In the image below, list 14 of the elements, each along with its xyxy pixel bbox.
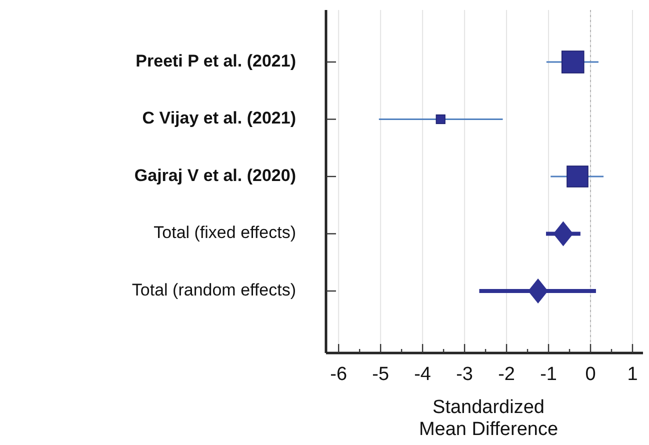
x-tick-label: -5 <box>372 364 390 385</box>
y-tick-label: Preeti P et al. (2021) <box>136 51 296 70</box>
y-tick-label: Total (random effects) <box>132 280 296 300</box>
x-tick-label: 1 <box>627 364 638 385</box>
x-tick-label: -6 <box>330 364 348 385</box>
y-tick-label: Total (fixed effects) <box>154 223 296 242</box>
x-axis-title: Standardized Mean Difference <box>418 397 558 440</box>
x-tick-label: -4 <box>414 364 432 385</box>
y-tick-label: C Vijay et al. (2021) <box>142 108 296 128</box>
x-tick-label: -3 <box>456 364 474 385</box>
x-tick-label: -2 <box>498 364 515 385</box>
x-tick-label: 0 <box>585 364 596 385</box>
y-tick-label: Gajraj V et al. (2020) <box>134 166 296 185</box>
x-tick-label: -1 <box>540 364 557 385</box>
